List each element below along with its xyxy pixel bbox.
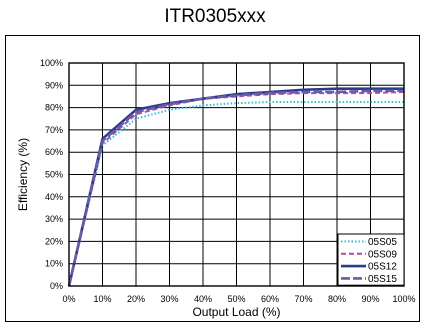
legend-label: 05S12 (368, 262, 397, 273)
plot-border (68, 62, 405, 287)
series-lines (67, 87, 405, 287)
y-tick-label: 20% (45, 236, 63, 246)
y-tick-label: 60% (45, 147, 63, 157)
series-line-05s09 (68, 90, 405, 287)
y-tick-labels: 0% 10% 20% 30% 40% 50% 60% 70% 80% 90% 100% (40, 58, 63, 291)
y-tick-label: 80% (45, 103, 63, 113)
x-tick-label: 10% (93, 294, 111, 304)
x-tick-label: 20% (127, 294, 145, 304)
x-tick-label: 80% (328, 294, 346, 304)
x-tick-label: 50% (227, 294, 245, 304)
y-tick-label: 30% (45, 214, 63, 224)
legend-label: 05S15 (368, 274, 397, 285)
chart-title: ITR0305xxx (164, 6, 266, 27)
y-tick-label: 90% (45, 80, 63, 90)
x-tick-label: 90% (361, 294, 379, 304)
legend-box (337, 233, 405, 286)
y-tick-label: 0% (50, 281, 63, 291)
y-tick-label: 70% (45, 125, 63, 135)
x-tick-label: 100% (392, 294, 415, 304)
legend-label: 05S05 (368, 237, 397, 248)
y-tick-label: 50% (45, 170, 63, 180)
x-tick-labels: 0% 10% 20% 30% 40% 50% 60% 70% 80% 90% 100% (62, 294, 415, 304)
y-axis-label: Efficiency (%) (16, 138, 30, 211)
x-axis-label: Output Load (%) (192, 305, 280, 319)
x-tick-label: 30% (160, 294, 178, 304)
y-tick-label: 10% (45, 259, 63, 269)
y-tick-label: 100% (40, 58, 63, 68)
chart-frame (5, 35, 420, 322)
x-tick-label: 40% (194, 294, 212, 304)
legend-label: 05S09 (368, 249, 397, 260)
x-tick-label: 70% (294, 294, 312, 304)
series-line-05s15 (67, 89, 404, 287)
y-tick-label: 40% (45, 192, 63, 202)
x-tick-label: 0% (62, 294, 75, 304)
x-tick-label: 60% (261, 294, 279, 304)
